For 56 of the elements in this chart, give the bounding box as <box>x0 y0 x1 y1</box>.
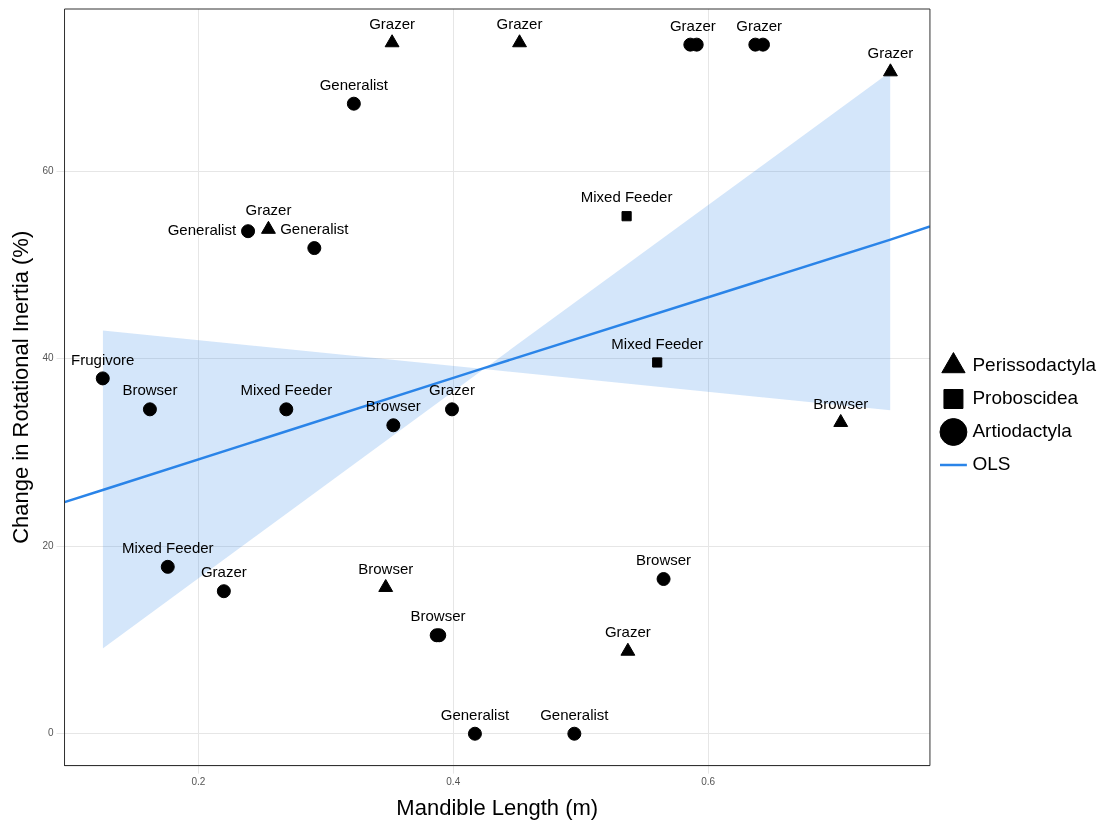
point <box>883 63 898 77</box>
point <box>386 418 401 433</box>
annotation: Frugivore <box>71 350 135 368</box>
y-tick-label: 60 <box>42 164 54 176</box>
annotation: Grazer <box>496 14 543 32</box>
annotation: Grazer <box>867 43 914 61</box>
annotation: Browser <box>813 394 869 412</box>
point <box>95 371 110 386</box>
point <box>652 357 663 368</box>
annotation: Mixed Feeder <box>580 188 673 206</box>
point <box>307 241 322 256</box>
point <box>567 726 582 741</box>
point <box>216 584 231 599</box>
point <box>279 402 294 417</box>
y-tick-label: 20 <box>42 539 54 551</box>
point <box>142 402 157 417</box>
annotation: Grazer <box>245 201 292 219</box>
annotation: Generalist <box>540 705 610 723</box>
annotation: Generalist <box>280 220 350 238</box>
point <box>621 211 632 222</box>
annotation: Browser <box>122 381 178 399</box>
point <box>467 726 482 741</box>
point <box>512 34 527 48</box>
x-tick-label: 0.4 <box>446 776 461 788</box>
legend-label: OLS <box>972 453 1011 475</box>
annotation: Generalist <box>167 221 237 239</box>
point <box>656 572 671 587</box>
legend-label: Perissodactyla <box>972 354 1097 376</box>
annotation: Grazer <box>429 381 475 399</box>
x-tick-label: 0.2 <box>191 776 206 788</box>
annotation: Mixed Feeder <box>611 334 704 352</box>
annotation: Grazer <box>604 623 651 641</box>
annotation: Browser <box>410 607 466 625</box>
annotation: Mixed Feeder <box>240 381 333 399</box>
y-tick-label: 40 <box>42 352 54 364</box>
annotation: Generalist <box>319 75 389 93</box>
point <box>384 34 400 48</box>
point <box>241 224 256 239</box>
annotation: Browser <box>358 559 414 577</box>
x-axis-title: Mandible Length (m) <box>396 794 599 820</box>
y-tick-label: 0 <box>47 727 54 739</box>
point <box>160 559 175 574</box>
point <box>346 96 361 111</box>
annotation: Grazer <box>369 14 416 32</box>
annotation: Generalist <box>440 705 510 723</box>
point <box>444 402 459 417</box>
annotation: Grazer <box>669 16 716 34</box>
annotation: Browser <box>365 397 421 415</box>
x-tick-label: 0.6 <box>701 776 716 788</box>
legend-label: Proboscidea <box>972 387 1079 409</box>
annotation: Mixed Feeder <box>121 538 214 556</box>
y-axis-title: Change in Rotational Inertia (%) <box>8 230 34 544</box>
legend-label: Artiodactyla <box>972 420 1073 442</box>
annotation: Grazer <box>736 16 783 34</box>
annotation: Browser <box>636 551 692 569</box>
annotation: Grazer <box>200 563 247 581</box>
